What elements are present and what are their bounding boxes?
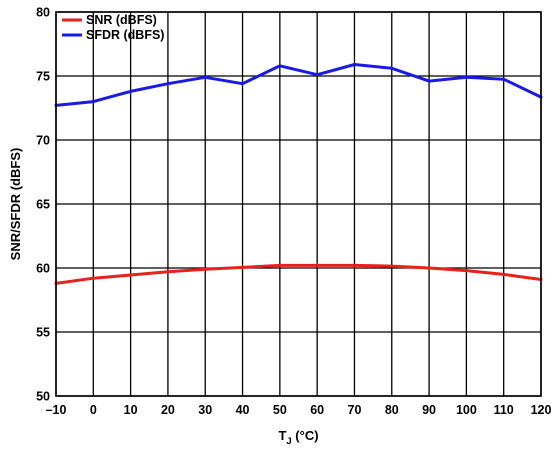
x-tick-label: 20 — [161, 403, 175, 417]
y-tick-label: 75 — [36, 70, 50, 84]
y-tick-label: 50 — [36, 390, 50, 404]
series-line-sfdr — [54, 63, 543, 107]
x-tick-label: 90 — [422, 403, 436, 417]
series-lines — [54, 63, 543, 285]
y-tick-label: 55 — [36, 326, 50, 340]
series-line-snr — [54, 263, 543, 285]
y-tick-label: 65 — [36, 198, 50, 212]
y-tick-labels: 50 55 60 65 70 75 80 — [36, 6, 50, 404]
y-tick-label: 60 — [36, 262, 50, 276]
x-tick-label: 110 — [494, 403, 514, 417]
legend-label-sfdr: SFDR (dBFS) — [86, 28, 164, 42]
x-tick-label: 10 — [124, 403, 138, 417]
x-tick-label: –10 — [46, 403, 67, 417]
x-tick-label: 80 — [385, 403, 399, 417]
x-axis-title-main: T — [278, 428, 286, 443]
y-axis-title: SNR/SFDR (dBFS) — [8, 148, 23, 261]
x-tick-label: 30 — [198, 403, 212, 417]
y-tick-label: 80 — [36, 6, 50, 20]
x-tick-label: 60 — [310, 403, 324, 417]
x-tick-label: 40 — [236, 403, 250, 417]
legend: SNR (dBFS) SFDR (dBFS) — [62, 13, 164, 42]
x-tick-label: 50 — [273, 403, 287, 417]
x-tick-label: 120 — [531, 403, 552, 417]
y-tick-label: 70 — [36, 134, 50, 148]
plot-frame — [55, 11, 542, 397]
x-axis-title-unit: (°C) — [292, 428, 319, 443]
x-tick-label: 70 — [348, 403, 362, 417]
x-tick-labels: –10 0 10 20 30 40 50 60 70 80 90 100 110 120 — [46, 403, 552, 417]
x-tick-label: 100 — [456, 403, 477, 417]
legend-label-snr: SNR (dBFS) — [86, 13, 157, 27]
x-axis-title-subscript: J — [286, 436, 291, 447]
x-tick-label: 0 — [90, 403, 97, 417]
x-axis-title: TJ (°C) — [278, 428, 318, 447]
